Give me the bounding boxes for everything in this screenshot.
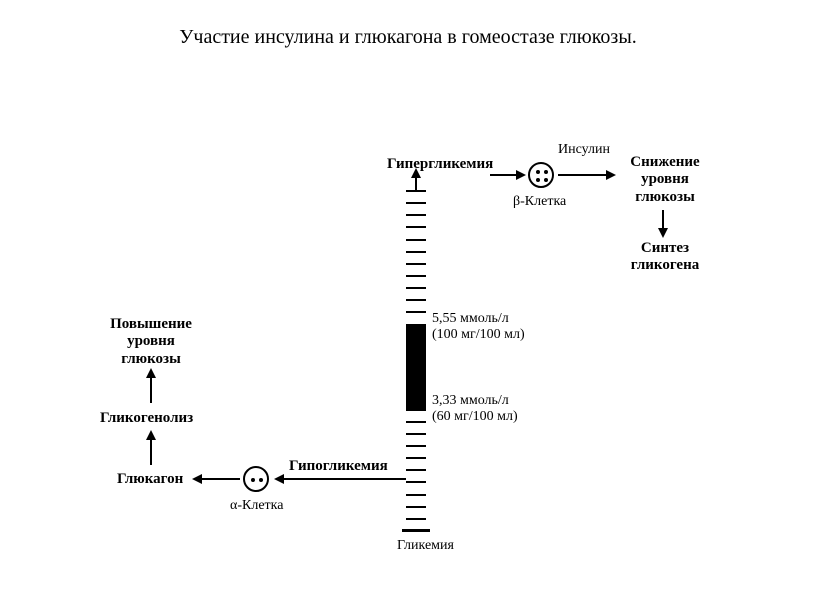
cell-dot-icon (536, 170, 540, 174)
beta-to-insulin-arrow (558, 174, 606, 176)
text-line: глюкозы (121, 351, 181, 367)
scale-tick (406, 433, 426, 435)
scale-tick (406, 409, 426, 411)
scale-tick (406, 494, 426, 496)
cell-dot-icon (544, 178, 548, 182)
cell-dot-icon (251, 478, 255, 482)
hypo-to-alpha-arrow (284, 478, 406, 480)
glycogenolysis-label: Гликогенолиз (100, 410, 193, 427)
hypoglycemia-label: Гипогликемия (289, 458, 388, 475)
scale-tick (406, 311, 426, 313)
beta-cell-label: β-Клетка (513, 194, 566, 210)
lower-marker-value: 3,33 ммоль/л (432, 393, 509, 408)
scale-tick (406, 287, 426, 289)
hyper-to-beta-arrow (490, 174, 516, 176)
scale-tick (406, 299, 426, 301)
glycogen-synthesis-label: Синтез гликогена (620, 240, 710, 275)
scale-normal-range (406, 324, 426, 409)
alpha-to-glucagon-arrow (202, 478, 240, 480)
text-line: глюкозы (635, 189, 695, 205)
glucose-increase-label: Повышение уровня глюкозы (106, 316, 196, 368)
scale-tick (406, 445, 426, 447)
scale-label: Гликемия (397, 538, 454, 554)
scale-tick (406, 457, 426, 459)
beta-to-insulin-arrowhead (606, 170, 616, 180)
glucagon-to-glycogenolysis-arrowhead (146, 430, 156, 440)
diagram-canvas: Гликемия 5,55 ммоль/л (100 мг/100 мл) 3,… (0, 100, 816, 580)
scale-tick (406, 518, 426, 520)
hyper-to-beta-arrowhead (516, 170, 526, 180)
glycogenolysis-to-increase-arrow (150, 378, 152, 403)
glucagon-to-glycogenolysis-arrow (150, 440, 152, 465)
scale-up-arrow (415, 178, 417, 192)
scale-tick (406, 251, 426, 253)
alpha-to-glucagon-arrowhead (192, 474, 202, 484)
upper-marker: 5,55 ммоль/л (100 мг/100 мл) (432, 311, 525, 343)
scale-tick (406, 239, 426, 241)
scale-tick (406, 214, 426, 216)
glucagon-label: Глюкагон (117, 471, 183, 488)
text-line: Синтез (641, 240, 689, 256)
scale-tick (406, 202, 426, 204)
lower-marker-alt: (60 мг/100 мл) (432, 409, 518, 424)
hypo-to-alpha-arrowhead (274, 474, 284, 484)
alpha-cell (243, 466, 269, 492)
scale-tick (406, 275, 426, 277)
scale-tick (406, 506, 426, 508)
decrease-to-synthesis-arrowhead (658, 228, 668, 238)
lower-marker: 3,33 ммоль/л (60 мг/100 мл) (432, 393, 518, 425)
glycogenolysis-to-increase-arrowhead (146, 368, 156, 378)
hyperglycemia-label: Гипергликемия (387, 156, 493, 173)
text-line: Повышение (110, 316, 192, 332)
upper-marker-alt: (100 мг/100 мл) (432, 327, 525, 342)
scale-tick (406, 263, 426, 265)
text-line: уровня (127, 333, 175, 349)
text-line: гликогена (631, 257, 699, 273)
text-line: Снижение (630, 154, 699, 170)
upper-marker-value: 5,55 ммоль/л (432, 311, 509, 326)
cell-dot-icon (544, 170, 548, 174)
cell-dot-icon (259, 478, 263, 482)
beta-cell (528, 162, 554, 188)
glucose-decrease-label: Снижение уровня глюкозы (620, 154, 710, 206)
decrease-to-synthesis-arrow (662, 210, 664, 228)
page-title: Участие инсулина и глюкагона в гомеостаз… (0, 26, 816, 49)
alpha-cell-label: α-Клетка (230, 498, 283, 514)
scale-tick (406, 530, 426, 532)
text-line: уровня (641, 171, 689, 187)
cell-dot-icon (536, 178, 540, 182)
insulin-label: Инсулин (558, 142, 610, 158)
glycemia-scale (406, 190, 426, 530)
scale-tick (406, 421, 426, 423)
scale-tick (406, 469, 426, 471)
scale-tick (406, 481, 426, 483)
scale-tick (406, 226, 426, 228)
